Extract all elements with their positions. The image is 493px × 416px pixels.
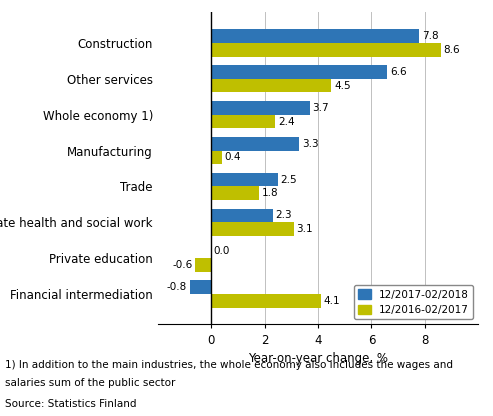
Text: 3.1: 3.1 bbox=[297, 224, 313, 234]
Bar bbox=[195, 258, 211, 272]
Text: 3.7: 3.7 bbox=[313, 103, 329, 113]
Text: 7.8: 7.8 bbox=[422, 31, 439, 41]
Text: 0.0: 0.0 bbox=[214, 246, 230, 256]
Text: 6.6: 6.6 bbox=[390, 67, 407, 77]
Bar bbox=[211, 137, 299, 151]
Text: 4.5: 4.5 bbox=[334, 81, 351, 91]
Text: 1) In addition to the main industries, the whole economy also includes the wages: 1) In addition to the main industries, t… bbox=[5, 360, 453, 370]
Text: -0.6: -0.6 bbox=[172, 260, 192, 270]
Text: 2.5: 2.5 bbox=[281, 175, 297, 185]
X-axis label: Year-on-year change, %: Year-on-year change, % bbox=[248, 352, 388, 365]
Bar bbox=[211, 173, 278, 186]
Bar bbox=[211, 65, 387, 79]
Bar bbox=[211, 222, 294, 236]
Bar bbox=[211, 151, 222, 164]
Bar bbox=[211, 186, 259, 200]
Text: 4.1: 4.1 bbox=[323, 296, 340, 306]
Text: 3.3: 3.3 bbox=[302, 139, 318, 149]
Bar bbox=[211, 30, 420, 43]
Bar bbox=[211, 294, 320, 307]
Bar bbox=[190, 280, 211, 294]
Text: Source: Statistics Finland: Source: Statistics Finland bbox=[5, 399, 137, 409]
Text: 8.6: 8.6 bbox=[444, 45, 460, 55]
Text: 2.4: 2.4 bbox=[278, 116, 294, 126]
Text: -0.8: -0.8 bbox=[167, 282, 187, 292]
Text: salaries sum of the public sector: salaries sum of the public sector bbox=[5, 378, 176, 388]
Legend: 12/2017-02/2018, 12/2016-02/2017: 12/2017-02/2018, 12/2016-02/2017 bbox=[354, 285, 473, 319]
Bar bbox=[211, 43, 441, 57]
Text: 2.3: 2.3 bbox=[275, 210, 292, 220]
Text: 1.8: 1.8 bbox=[262, 188, 279, 198]
Bar bbox=[211, 209, 273, 222]
Bar bbox=[211, 79, 331, 92]
Bar bbox=[211, 101, 310, 115]
Text: 0.4: 0.4 bbox=[224, 152, 241, 162]
Bar bbox=[211, 115, 275, 128]
